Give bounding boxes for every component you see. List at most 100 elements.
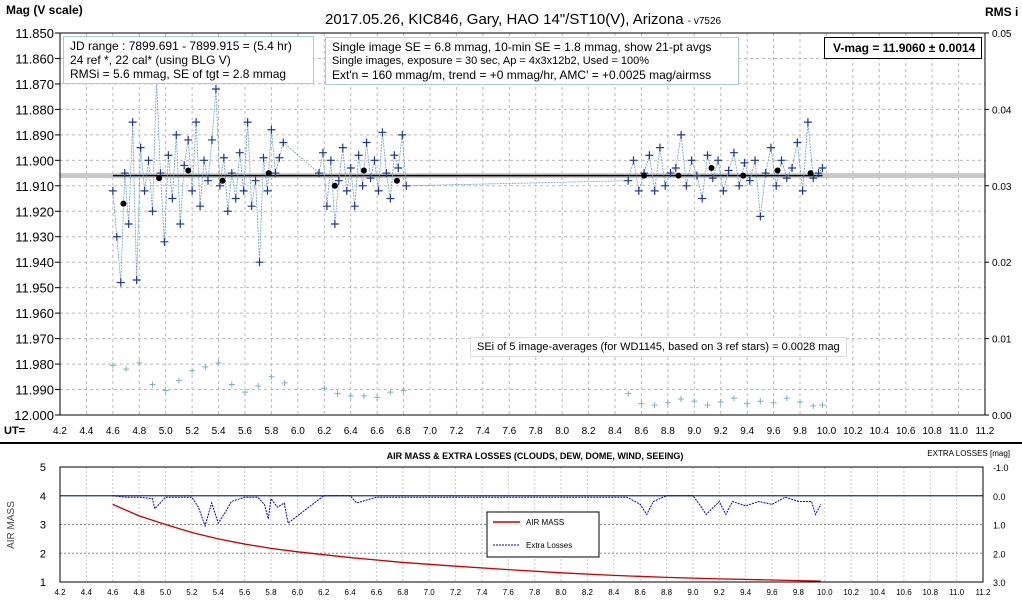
data-point [650,186,659,195]
rms-line: RMSi = 5.6 mmag, SE of tgt = 2.8 mmag [70,67,287,81]
data-point [219,153,228,162]
x-tick-label: 6.8 [397,426,411,437]
average-point [807,170,814,177]
data-point [346,163,355,172]
x-tick-label: 8.4 [608,426,622,437]
x-tick-label: 7.0 [424,588,436,597]
x-tick-label: 7.6 [503,588,515,597]
x-tick-label: 10.4 [870,426,890,437]
data-point [666,169,675,178]
average-point [393,177,400,184]
rms-point [321,385,328,392]
rms-point [268,373,275,380]
y-tick-label: 11.940 [15,255,54,270]
y2-tick-label: 3.0 [993,578,1006,588]
data-point [661,181,670,190]
average-point [331,182,338,189]
x-tick-label: 9.2 [714,588,726,597]
data-point [267,125,276,134]
x-tick-label: 6.2 [318,588,330,597]
data-point [687,156,696,165]
x-axis-label: UT= [4,425,25,437]
x-tick-label: 11.2 [976,426,995,437]
average-point [156,175,163,182]
data-point [239,186,248,195]
data-point [164,151,173,160]
x-tick-label: 9.8 [793,588,805,597]
y2-tick-label: 0.00 [992,411,1012,422]
x-tick-label: 9.8 [793,426,807,437]
x-tick-label: 4.4 [79,426,93,437]
y2-tick-label: 1.0 [993,521,1006,531]
x-tick-label: 6.0 [292,588,304,597]
rms-point [281,379,288,386]
data-point [200,156,209,165]
y2-tick-label: 0.05 [992,29,1012,40]
data-point [176,220,185,228]
jd-line: JD range : 7899.691 - 7899.915 = (5.4 hr… [70,39,292,53]
y-axis-label: Mag (V scale) [6,3,83,17]
rms-point [189,367,196,374]
data-point [624,176,633,185]
average-point [185,167,192,174]
rms-point [744,400,751,407]
jd-range-box: JD range : 7899.691 - 7899.915 = (5.4 hr… [63,36,314,84]
data-point [745,176,754,185]
x-tick-label: 7.0 [423,426,437,437]
data-point [108,186,117,195]
rms-point [730,395,737,402]
data-point [168,194,177,203]
rms-point [625,390,632,397]
data-point [634,186,643,195]
data-point [279,138,288,147]
data-point [211,85,220,94]
average-point [708,164,715,171]
data-point [235,148,244,157]
rms-point [215,360,222,367]
rms-point [136,360,143,367]
data-point [342,186,351,195]
rms-point [757,398,764,405]
x-tick-label: 7.6 [502,426,516,437]
extra-losses-axis-label: EXTRA LOSSES [mag] [927,449,1010,458]
y-tick-label: 11.950 [15,281,54,296]
x-tick-label: 8.0 [555,426,569,437]
data-point [322,202,331,211]
x-tick-label: 10.0 [817,426,837,437]
x-tick-label: 8.8 [661,426,675,437]
data-point [719,186,728,195]
vmag-box: V-mag = 11.9060 ± 0.0014 [824,37,982,59]
data-point [708,174,717,183]
data-point [682,181,691,190]
airmass-title: AIR MASS & EXTRA LOSSES (CLOUDS, DEW, DO… [387,451,684,461]
data-point [136,143,145,152]
data-point [777,156,786,165]
data-point [196,202,205,211]
average-point [774,167,781,174]
airmass-line [112,503,821,582]
data-point [259,153,268,162]
data-point [255,258,264,267]
data-point [366,174,375,183]
se-box: Single image SE = 6.8 mmag, 10-min SE = … [325,37,739,85]
rms-point [202,363,209,370]
x-tick-label: 6.0 [291,426,305,437]
y-tick-label: 11.970 [15,332,54,347]
data-point [692,171,701,180]
x-tick-label: 5.0 [160,588,172,597]
x-tick-label: 7.2 [449,426,463,437]
data-point [402,181,411,190]
x-tick-label: 5.0 [159,426,173,437]
x-tick-label: 6.6 [370,426,384,437]
x-tick-label: 6.8 [397,588,409,597]
data-point [803,118,812,127]
data-point [275,153,284,162]
data-point [227,169,236,178]
rms-point [228,381,235,388]
y2-tick-label: 0.01 [992,335,1012,346]
data-point [766,143,775,152]
x-tick-label: 8.0 [555,588,567,597]
data-point [724,166,733,175]
x-tick-label: 10.2 [843,588,859,597]
data-point [315,169,323,178]
